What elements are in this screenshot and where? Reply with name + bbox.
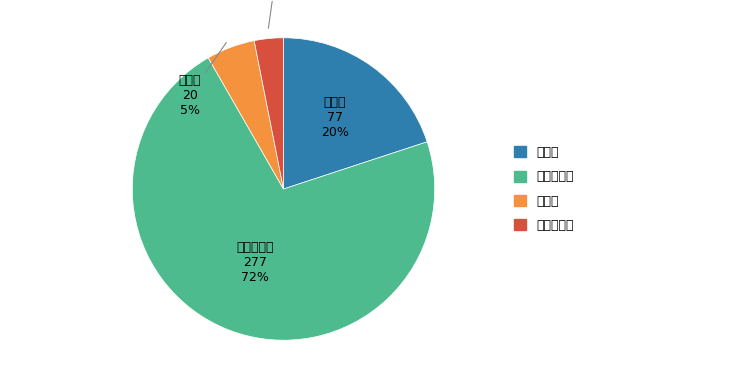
Wedge shape [132,58,435,340]
Text: 増えた
77
20%: 増えた 77 20% [321,96,349,139]
Wedge shape [208,41,284,189]
Legend: 増えた, 同じぐらい, 減った, わからない: 増えた, 同じぐらい, 減った, わからない [509,141,579,237]
Wedge shape [254,38,284,189]
Wedge shape [284,38,427,189]
Text: 同じぐらい
277
72%: 同じぐらい 277 72% [237,241,274,284]
Text: わからない
12
3%: わからない 12 3% [257,0,295,28]
Text: 減った
20
5%: 減った 20 5% [178,43,226,117]
